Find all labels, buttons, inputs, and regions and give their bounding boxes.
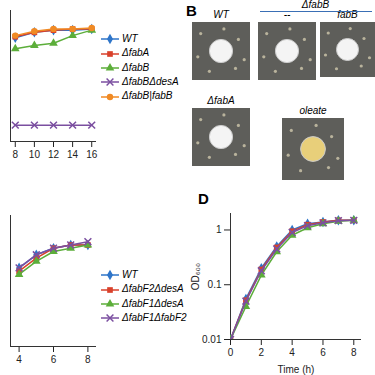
html-text:B: B: [186, 2, 197, 19]
html-text:ΔfabB|fabB: ΔfabB|fabB: [122, 90, 173, 102]
svg-text:6: 6: [320, 347, 326, 358]
html-text:ΔfabB: ΔfabB: [301, 0, 330, 10]
html-text:D: D: [198, 190, 209, 207]
html-text:ΔfabF1ΔdesA: ΔfabF1ΔdesA: [122, 298, 184, 310]
svg-text:Time (h): Time (h): [278, 364, 315, 375]
html-text:WT: WT: [122, 33, 138, 45]
html-text:ΔfabA: ΔfabA: [122, 47, 150, 59]
svg-text:6: 6: [51, 354, 57, 365]
svg-text:0: 0: [228, 347, 234, 358]
svg-text:2: 2: [259, 347, 265, 358]
svg-text:0.01: 0.01: [202, 334, 222, 345]
html-text:ΔfabA: ΔfabA: [207, 95, 235, 106]
svg-text:8: 8: [85, 354, 91, 365]
svg-text:14: 14: [67, 149, 79, 160]
svg-text:4: 4: [289, 347, 295, 358]
html-text:ΔfabF1ΔfabF2: ΔfabF1ΔfabF2: [122, 312, 187, 324]
html-text:fabB: fabB: [337, 9, 358, 20]
svg-text:0.1: 0.1: [208, 279, 222, 290]
html-text:WT: WT: [213, 9, 229, 20]
html-text:ΔfabB: ΔfabB: [122, 62, 150, 74]
svg-text:4: 4: [16, 354, 22, 365]
html-text:WT: WT: [122, 269, 138, 281]
svg-text:10: 10: [29, 149, 41, 160]
svg-text:8: 8: [351, 347, 357, 358]
html-text:ΔfabBΔdesA: ΔfabBΔdesA: [122, 76, 179, 88]
svg-text:8: 8: [12, 149, 18, 160]
html-text:oleate: oleate: [299, 105, 327, 116]
svg-text:1: 1: [216, 224, 222, 235]
svg-text:OD₆₀₀: OD₆₀₀: [190, 263, 201, 290]
svg-text:12: 12: [48, 149, 60, 160]
html-text:ΔfabF2ΔdesA: ΔfabF2ΔdesA: [122, 283, 184, 295]
svg-text:16: 16: [86, 149, 98, 160]
